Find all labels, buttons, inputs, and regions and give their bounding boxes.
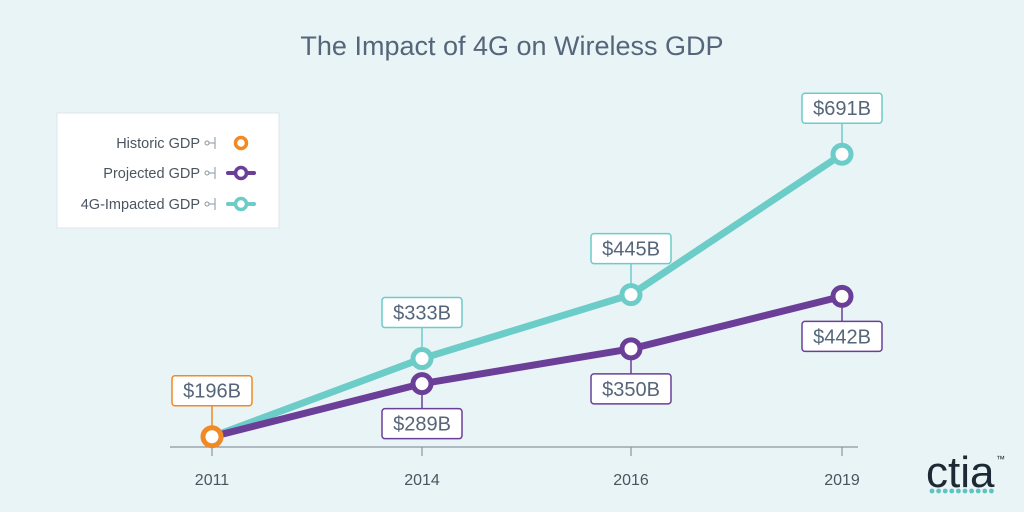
- data-point: [830, 142, 854, 166]
- logo-text: ctia: [926, 448, 995, 497]
- legend-swatch-marker: [233, 165, 249, 181]
- logo-trademark: ™: [996, 454, 1005, 464]
- chart-title: The Impact of 4G on Wireless GDP: [300, 31, 723, 61]
- logo-dot: [949, 488, 955, 494]
- logo-dot: [989, 488, 994, 494]
- callout-box: [590, 232, 672, 265]
- logo-dot: [936, 488, 941, 494]
- data-label: $442B: [813, 326, 871, 348]
- legend-label: Historic GDP: [116, 136, 200, 152]
- data-point: [410, 347, 434, 371]
- data-point: [200, 425, 224, 449]
- logo-dot: [929, 488, 935, 494]
- logo-dot: [975, 488, 981, 494]
- plot-area: 2011 2014 2016 2019 $196B $289B $350B $442B $333…: [170, 92, 883, 489]
- legend-swatch-marker: [233, 135, 249, 151]
- x-tick-label: 2014: [404, 472, 440, 489]
- callout-box: [381, 296, 463, 329]
- data-label: $333B: [393, 303, 451, 325]
- callout-box: [801, 320, 883, 353]
- logo-dots: [929, 488, 994, 494]
- callout-box: [171, 374, 253, 407]
- x-tick-label: 2019: [824, 472, 860, 489]
- data-label: $445B: [602, 239, 660, 261]
- x-tick-label: 2016: [613, 472, 649, 489]
- callout-box: [590, 373, 672, 405]
- callout-box: [381, 407, 463, 440]
- data-label: $691B: [813, 98, 871, 120]
- data-label: $289B: [393, 414, 451, 436]
- series-line: [208, 150, 846, 441]
- legend-label: 4G-Impacted GDP: [81, 197, 200, 213]
- data-point: [830, 284, 854, 308]
- ctia-logo: ctia ™: [926, 448, 1005, 497]
- logo-dot: [962, 488, 968, 494]
- logo-dot: [982, 488, 988, 494]
- data-point: [619, 283, 643, 307]
- legend-label: Projected GDP: [103, 166, 200, 182]
- data-point: [410, 372, 434, 396]
- series-line: [208, 292, 846, 441]
- x-tick-label: 2011: [195, 472, 230, 489]
- data-label: $196B: [183, 381, 241, 403]
- logo-dot: [942, 488, 948, 494]
- logo-dot: [969, 488, 974, 494]
- legend-swatch-marker: [233, 196, 249, 212]
- logo-dot: [956, 488, 961, 494]
- data-point: [619, 337, 643, 361]
- data-label: $350B: [602, 379, 660, 401]
- callout-box: [801, 92, 883, 124]
- legend: Historic GDP Projected GDP 4G-Impacted GDP: [56, 112, 280, 229]
